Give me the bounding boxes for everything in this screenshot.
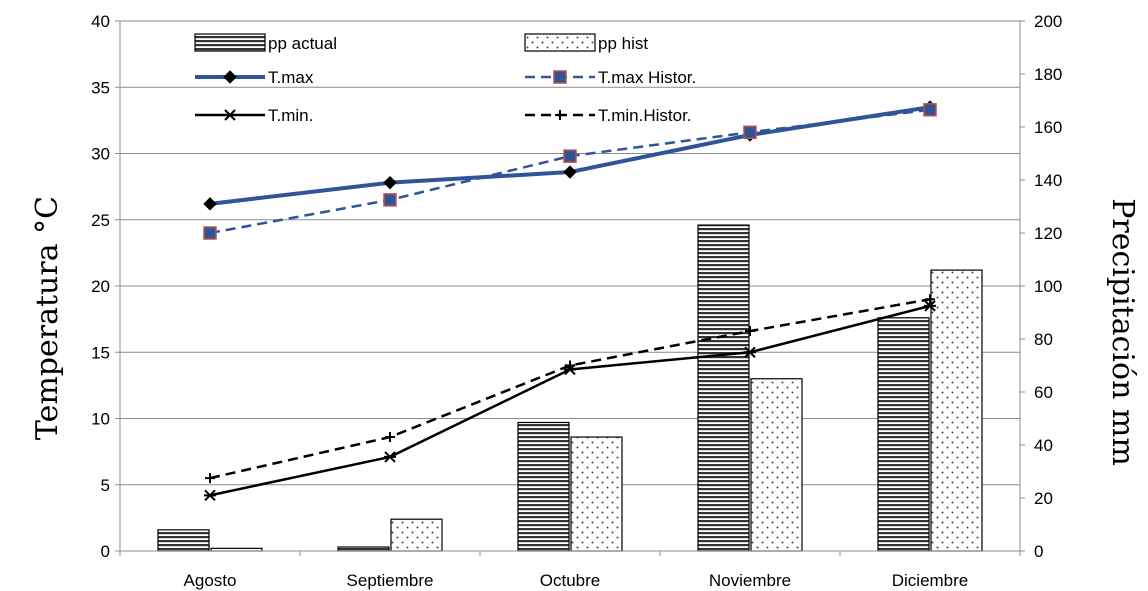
left-tick-label: 10 bbox=[91, 410, 110, 429]
left-tick-label: 0 bbox=[101, 542, 110, 561]
legend-swatch bbox=[524, 33, 596, 52]
left-tick-label: 15 bbox=[91, 343, 110, 362]
right-tick-label: 20 bbox=[1034, 489, 1053, 508]
left-tick-label: 20 bbox=[91, 277, 110, 296]
legend-swatch bbox=[194, 33, 266, 52]
left-tick-label: 40 bbox=[91, 12, 110, 31]
right-tick-label: 200 bbox=[1034, 12, 1062, 31]
bar-pp-actual bbox=[877, 317, 930, 552]
bar-pp-hist bbox=[390, 518, 443, 552]
line-point bbox=[383, 175, 397, 190]
right-tick-label: 40 bbox=[1034, 436, 1053, 455]
line-point bbox=[925, 294, 935, 305]
legend-marker bbox=[555, 110, 565, 120]
bar-pp-actual bbox=[337, 546, 390, 552]
left-tick-label: 5 bbox=[101, 476, 110, 495]
line-point bbox=[383, 193, 397, 207]
bar-pp-hist bbox=[750, 378, 803, 552]
bar-pp-hist bbox=[930, 269, 983, 552]
line-point bbox=[384, 451, 396, 463]
left-tick-label: 35 bbox=[91, 78, 110, 97]
right-axis-title: Precipitación mm bbox=[1105, 198, 1140, 466]
line-point bbox=[385, 432, 395, 443]
legend-label: T.min. bbox=[268, 106, 313, 125]
x-tick-label: Agosto bbox=[184, 571, 237, 590]
gridlines bbox=[120, 20, 1020, 552]
legend: pp actual pp hist T.max T.max Histor. T.min.… bbox=[194, 33, 696, 125]
line-point bbox=[744, 346, 756, 358]
line-series-2 bbox=[209, 304, 931, 497]
line-point bbox=[205, 473, 215, 484]
x-tick-label: Noviembre bbox=[709, 571, 791, 590]
left-axis-tick-labels: 0 5 10 15 20 25 30 35 40 bbox=[91, 12, 110, 561]
x-axis-tick-labels: Agosto Septiembre Octubre Noviembre Diciembr… bbox=[184, 571, 969, 590]
legend-label: T.max Histor. bbox=[598, 68, 696, 87]
legend-label: pp actual bbox=[268, 34, 337, 53]
legend-label: pp hist bbox=[598, 34, 648, 53]
left-tick-label: 25 bbox=[91, 211, 110, 230]
right-tick-label: 180 bbox=[1034, 65, 1062, 84]
right-tick-label: 0 bbox=[1034, 542, 1043, 561]
line-point bbox=[203, 226, 217, 240]
right-tick-label: 120 bbox=[1034, 224, 1062, 243]
bar-pp-actual bbox=[157, 529, 210, 552]
right-axis-tick-labels: 0 20 40 60 80 100 120 140 160 180 200 bbox=[1034, 12, 1062, 561]
legend-marker bbox=[553, 70, 567, 84]
right-tick-label: 100 bbox=[1034, 277, 1062, 296]
legend-label: T.min.Histor. bbox=[598, 106, 692, 125]
bar-pp-actual bbox=[517, 421, 570, 552]
line-point bbox=[203, 197, 217, 211]
line-point bbox=[565, 360, 575, 371]
legend-marker bbox=[223, 70, 237, 84]
legend-marker bbox=[224, 109, 236, 121]
x-tick-label: Septiembre bbox=[347, 571, 434, 590]
right-tick-label: 160 bbox=[1034, 118, 1062, 137]
right-tick-label: 140 bbox=[1034, 171, 1062, 190]
line-series-3 bbox=[209, 298, 931, 480]
line-point bbox=[745, 326, 755, 337]
left-tick-label: 30 bbox=[91, 145, 110, 164]
x-tick-label: Diciembre bbox=[892, 571, 969, 590]
line-point bbox=[743, 125, 757, 140]
line-point bbox=[923, 103, 937, 117]
right-tick-label: 80 bbox=[1034, 330, 1053, 349]
bar-series bbox=[157, 224, 983, 552]
left-axis-title: Temperatura °C bbox=[30, 196, 65, 440]
axes bbox=[115, 20, 1025, 556]
line-series bbox=[203, 100, 937, 502]
bar-pp-actual bbox=[697, 224, 750, 552]
x-tick-label: Octubre bbox=[540, 571, 600, 590]
right-tick-label: 60 bbox=[1034, 383, 1053, 402]
line-point bbox=[563, 165, 577, 179]
legend-label: T.max bbox=[268, 68, 314, 87]
line-point bbox=[563, 149, 577, 163]
line-point bbox=[924, 300, 936, 312]
bar-pp-hist bbox=[570, 436, 623, 552]
line-point bbox=[204, 489, 216, 502]
